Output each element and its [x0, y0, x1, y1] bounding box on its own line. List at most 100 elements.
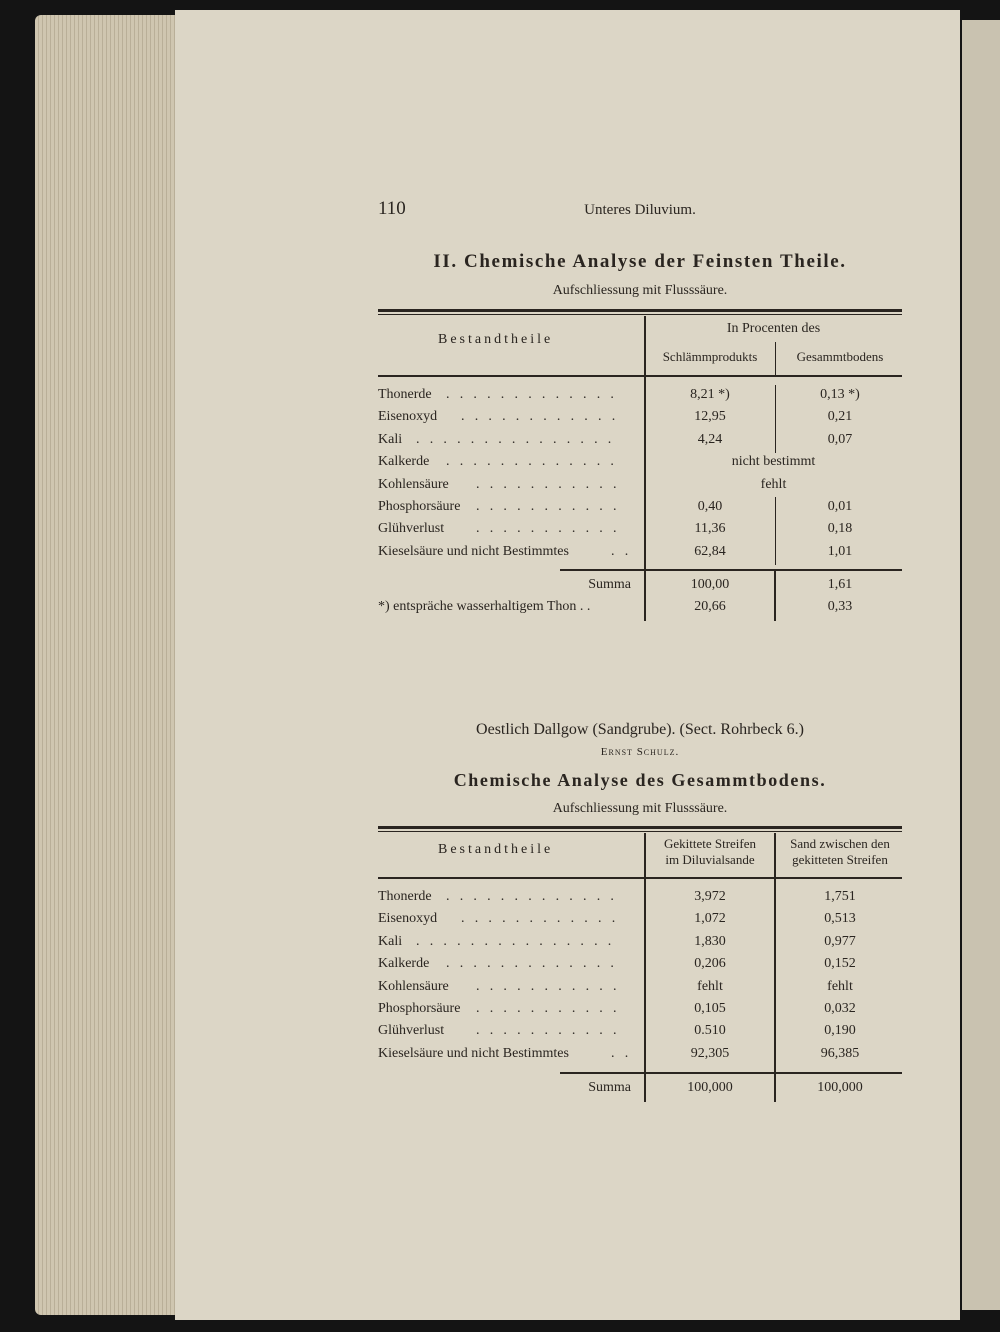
row-label: Glühverlust — [378, 521, 445, 537]
row-value-span: fehlt — [760, 476, 787, 492]
row-label: Kali — [378, 431, 403, 447]
leader-dots: ........... — [476, 521, 627, 537]
row-value: fehlt — [697, 978, 723, 994]
row-value: 62,84 — [694, 543, 726, 559]
column-header: Sand zwischen den — [790, 836, 890, 851]
column-divider — [775, 497, 776, 520]
table-top-rule-thin — [378, 314, 902, 315]
table-top-rule — [378, 826, 902, 829]
column-divider — [774, 877, 776, 1072]
row-value: fehlt — [827, 978, 853, 994]
leader-dots: ........... — [476, 1023, 627, 1039]
row-label: Kieselsäure und nicht Bestimmtes — [378, 1045, 569, 1061]
leader-dots: ............... — [416, 431, 622, 447]
column-header: Schlämmprodukts — [662, 349, 758, 364]
row-label: Glühverlust — [378, 1023, 445, 1039]
row-value: 0,07 — [827, 431, 853, 447]
row-value: 0,977 — [824, 933, 856, 949]
leader-dots: ........... — [476, 476, 627, 492]
leader-dots: ............ — [461, 911, 626, 927]
row-value: 96,385 — [820, 1045, 860, 1061]
column-divider — [775, 342, 776, 375]
column-divider — [774, 569, 776, 621]
leader-dots: ............... — [416, 933, 622, 949]
row-value: 11,36 — [694, 521, 726, 537]
summa-value: 100,00 — [690, 577, 730, 592]
row-value: 0,206 — [694, 956, 726, 972]
column-divider — [774, 833, 776, 877]
table-top-rule — [378, 309, 902, 312]
column-divider — [775, 385, 776, 408]
column-header: Gesammtbodens — [796, 349, 884, 364]
row-value: 1,01 — [827, 543, 853, 559]
row-value: 0,40 — [697, 499, 723, 514]
column-divider — [644, 375, 646, 569]
row-label: Kieselsäure und nicht Bestimmtes — [378, 543, 569, 559]
row-label: Kohlensäure — [378, 978, 449, 994]
row-label: Kalkerde — [378, 454, 430, 470]
row-value: 0,105 — [694, 1001, 726, 1016]
row-label: Phosphorsäure — [378, 1001, 461, 1016]
column-divider — [775, 429, 776, 453]
row-label: Phosphorsäure — [378, 499, 461, 514]
column-divider — [644, 1072, 646, 1102]
section1-subtitle: Aufschliessung mit Flusssäure. — [552, 283, 728, 298]
row-label: Eisenoxyd — [378, 409, 438, 425]
section2-location: Oestlich Dallgow (Sandgrube). (Sect. Roh… — [476, 721, 804, 738]
column-header-bestandtheile: Bestandtheile — [438, 841, 554, 857]
row-label: Thonerde — [378, 889, 432, 904]
row-value: 92,305 — [690, 1045, 730, 1061]
column-divider — [775, 407, 776, 431]
row-value: 0,21 — [827, 409, 853, 425]
leader-dots: .. — [611, 543, 639, 559]
table-top-rule-thin — [378, 831, 902, 832]
summa-rule — [560, 1072, 902, 1074]
row-label: Thonerde — [378, 387, 432, 402]
column-divider — [644, 833, 646, 877]
leader-dots: ............ — [461, 409, 626, 425]
footnote-label: *) entspräche wasserhaltigem Thon . . — [378, 599, 591, 614]
leader-dots: ........... — [476, 978, 627, 994]
section2-title: Chemische Analyse des Gesammtbodens. — [453, 770, 827, 790]
header-bottom-rule — [378, 375, 902, 377]
row-value: 0,513 — [824, 911, 856, 927]
column-divider — [644, 569, 646, 621]
column-header: gekitteten Streifen — [792, 852, 888, 867]
row-value: 1,751 — [824, 889, 856, 904]
row-value: 0,190 — [824, 1023, 856, 1039]
summa-value: 100,000 — [687, 1080, 733, 1095]
row-value: 1,830 — [694, 933, 726, 949]
row-label: Kali — [378, 933, 403, 949]
row-value: 8,21 *) — [690, 387, 730, 402]
leader-dots: ........... — [476, 499, 627, 514]
column-header: Gekittete Streifen — [663, 836, 757, 851]
row-label: Kohlensäure — [378, 476, 449, 492]
footnote-value: 0,33 — [827, 599, 853, 614]
next-page-edge — [962, 20, 1000, 1310]
column-header-bestandtheile: Bestandtheile — [438, 332, 554, 347]
leader-dots: .. — [611, 1045, 639, 1061]
running-title: Unteres Diluvium. — [584, 202, 696, 218]
summa-value: 100,000 — [817, 1080, 863, 1095]
row-value-span: nicht bestimmt — [731, 454, 816, 470]
section1-title: II. Chemische Analyse der Feinsten Theil… — [433, 251, 847, 272]
row-value: 1,072 — [694, 911, 726, 927]
summa-value: 1,61 — [827, 577, 853, 592]
row-label: Kalkerde — [378, 956, 430, 972]
row-value: 0.510 — [694, 1023, 726, 1039]
summa-label: Summa — [588, 577, 631, 592]
page-number: 110 — [378, 198, 406, 219]
row-value: 0,13 *) — [820, 387, 860, 402]
column-group-header: In Procenten des — [726, 321, 821, 336]
column-divider — [775, 541, 776, 565]
leader-dots: ............. — [446, 454, 625, 470]
summa-label: Summa — [588, 1080, 631, 1095]
header-bottom-rule — [378, 877, 902, 879]
leader-dots: ............. — [446, 889, 625, 904]
row-value: 12,95 — [694, 409, 726, 425]
leader-dots: ............. — [446, 956, 625, 972]
book-page — [175, 10, 960, 1320]
leader-dots: ............. — [446, 387, 625, 402]
row-label: Eisenoxyd — [378, 911, 438, 927]
row-value: 0,01 — [827, 499, 853, 514]
